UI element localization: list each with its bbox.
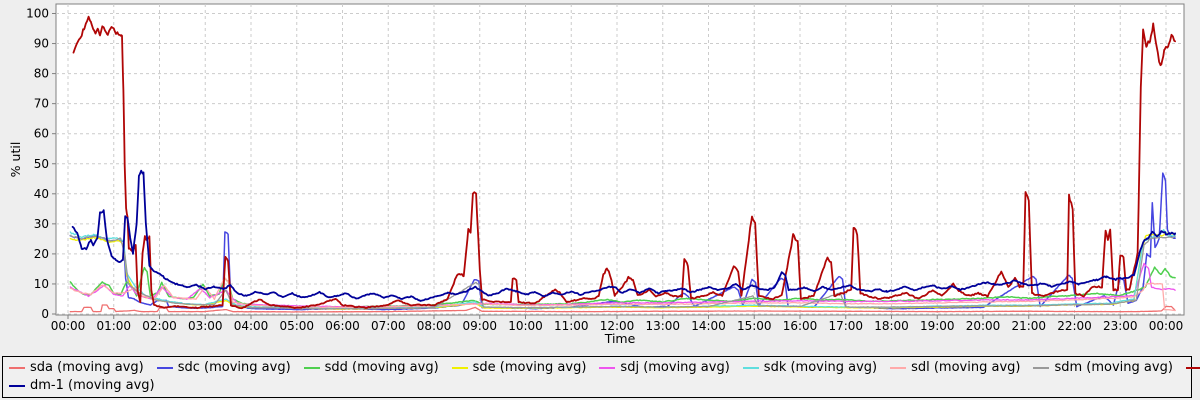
legend-item-dm-0: dm-0 (moving avg) <box>1185 359 1200 377</box>
x-tick-label: 00:00 <box>1149 319 1184 333</box>
sda-swatch <box>9 367 25 369</box>
y-tick-label: 50 <box>34 157 49 171</box>
legend-label: sda (moving avg) <box>30 360 144 375</box>
chart-legend: sda (moving avg) sdc (moving avg) sdd (mov… <box>2 356 1200 398</box>
series-line-dm-1 <box>71 169 1176 302</box>
sdc-swatch <box>156 367 173 369</box>
x-tick-label: 00:00 <box>51 319 86 333</box>
y-tick-label: 40 <box>34 187 49 201</box>
legend-row: dm-1 (moving avg) <box>9 377 1191 395</box>
x-tick-label: 09:00 <box>462 319 497 333</box>
y-tick-label: 10 <box>34 277 49 291</box>
x-axis-title: Time <box>604 331 636 346</box>
x-tick-label: 11:00 <box>554 319 589 333</box>
legend-label: sdm (moving avg) <box>1054 360 1173 375</box>
series-line-sda <box>69 304 1176 313</box>
x-tick-label: 18:00 <box>874 319 909 333</box>
legend-item-sda: sda (moving avg) <box>9 359 144 377</box>
y-tick-label: 30 <box>34 217 49 231</box>
sde-swatch <box>451 367 468 369</box>
y-tick-label: 60 <box>34 127 49 141</box>
x-tick-label: 02:00 <box>142 319 177 333</box>
x-tick-label: 21:00 <box>1011 319 1046 333</box>
utilization-chart: 0 10 20 30 40 50 60 70 80 90 100 00:00 01:00 02:00 03:… <box>8 3 1185 346</box>
series-line-sdl <box>69 277 1176 312</box>
sdd-swatch <box>303 367 320 369</box>
sdk-swatch <box>742 367 759 369</box>
x-tick-label: 20:00 <box>966 319 1001 333</box>
legend-item-sdm: sdm (moving avg) <box>1033 359 1173 377</box>
x-tick-label: 03:00 <box>188 319 223 333</box>
x-tick-label: 13:00 <box>645 319 680 333</box>
x-tick-label: 04:00 <box>234 319 269 333</box>
x-tick-label: 05:00 <box>279 319 314 333</box>
legend-label: sdc (moving avg) <box>177 360 291 375</box>
y-axis-title: % util <box>8 142 23 178</box>
y-tick-label: 20 <box>34 247 49 261</box>
x-tick-label: 08:00 <box>417 319 452 333</box>
x-tick-label: 10:00 <box>508 319 543 333</box>
y-tick-label: 90 <box>34 37 49 51</box>
series-line-dm-0 <box>72 15 1176 310</box>
x-tick-label: 06:00 <box>325 319 360 333</box>
x-tick-label: 16:00 <box>783 319 818 333</box>
legend-label: sdd (moving avg) <box>324 360 439 375</box>
legend-label: sdj (moving avg) <box>620 360 730 375</box>
series-line-sdm <box>69 234 1176 310</box>
x-tick-label: 23:00 <box>1103 319 1138 333</box>
sdm-swatch <box>1033 367 1050 369</box>
legend-label: sdk (moving avg) <box>763 360 878 375</box>
y-tick-label: 70 <box>34 97 49 111</box>
sdl-swatch <box>890 367 907 369</box>
legend-item-sdj: sdj (moving avg) <box>599 359 730 377</box>
sdj-swatch <box>599 367 616 369</box>
legend-item-sde: sde (moving avg) <box>451 359 587 377</box>
legend-item-sdk: sdk (moving avg) <box>742 359 878 377</box>
legend-row: sda (moving avg) sdc (moving avg) sdd (mov… <box>9 359 1200 377</box>
legend-label: dm-1 (moving avg) <box>30 378 155 393</box>
legend-item-sdd: sdd (moving avg) <box>303 359 439 377</box>
legend-item-sdl: sdl (moving avg) <box>890 359 1020 377</box>
dm-0-swatch <box>1185 367 1200 369</box>
y-tick-label: 100 <box>26 7 49 21</box>
dm-1-swatch <box>9 385 25 387</box>
x-tick-label: 19:00 <box>920 319 955 333</box>
x-tick-label: 07:00 <box>371 319 406 333</box>
x-tick-label: 15:00 <box>737 319 772 333</box>
x-tick-label: 22:00 <box>1057 319 1092 333</box>
legend-label: sde (moving avg) <box>472 360 587 375</box>
plot-area <box>55 3 1185 316</box>
y-tick-label: 0 <box>41 307 49 321</box>
legend-item-dm-1: dm-1 (moving avg) <box>9 377 155 395</box>
x-tick-label: 12:00 <box>600 319 635 333</box>
x-tick-label: 14:00 <box>691 319 726 333</box>
legend-label: sdl (moving avg) <box>911 360 1021 375</box>
legend-item-sdc: sdc (moving avg) <box>156 359 291 377</box>
x-tick-label: 17:00 <box>828 319 863 333</box>
x-tick-label: 01:00 <box>96 319 131 333</box>
y-tick-label: 80 <box>34 67 49 81</box>
